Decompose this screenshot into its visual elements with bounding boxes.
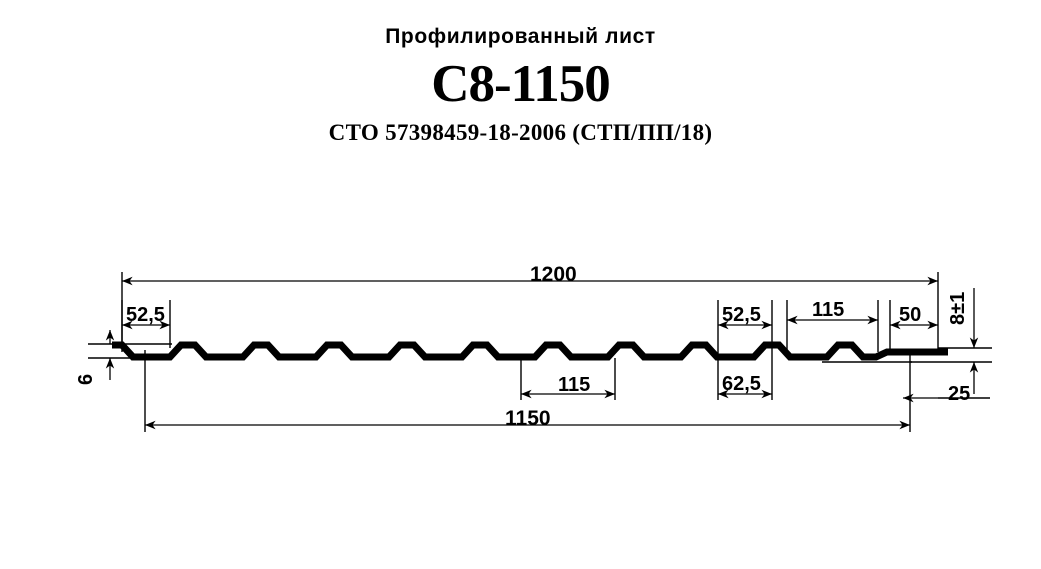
label-62-5: 62,5 [722, 373, 761, 395]
title-block: Профилированный лист С8-1150 СТО 5739845… [0, 24, 1041, 147]
label-52-5-left: 52,5 [126, 304, 165, 326]
label-1200: 1200 [530, 263, 577, 286]
label-115-mid: 115 [558, 374, 590, 396]
corrugation-path [112, 341, 948, 361]
label-115-right: 115 [812, 299, 844, 321]
label-25: 25 [948, 383, 970, 405]
dimension-labels: 1200 1150 52,5 115 52,5 62,5 115 50 8±1 … [75, 263, 970, 430]
standard-reference: СТО 57398459-18-2006 (СТП/ПП/18) [328, 120, 713, 145]
sheet-profile-outline [112, 341, 948, 361]
label-8pm1: 8±1 [947, 292, 969, 325]
model-designation: С8-1150 [431, 55, 611, 113]
label-52-5-right: 52,5 [722, 304, 761, 326]
label-6: 6 [75, 374, 97, 385]
label-1150: 1150 [505, 407, 551, 430]
product-type-label: Профилированный лист [385, 25, 656, 48]
dimension-lines [105, 276, 979, 430]
label-50: 50 [899, 304, 921, 326]
